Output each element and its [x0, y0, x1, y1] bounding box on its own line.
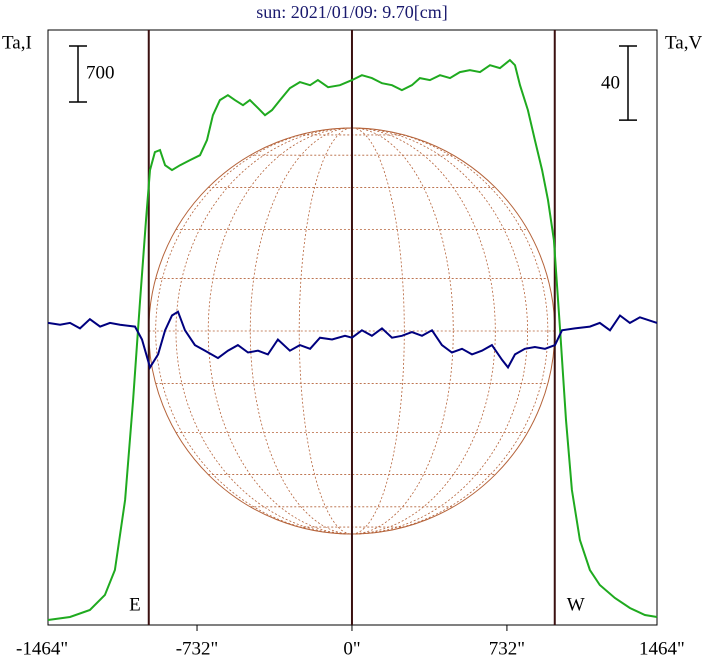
scale-bar-label: 700 [86, 62, 115, 83]
scale-bar-label: 40 [601, 72, 620, 93]
chart-title: sun: 2021/01/09: 9.70[cm] [256, 2, 448, 22]
y2-axis-label: Ta,V [665, 32, 702, 53]
series-line [47, 58, 658, 621]
y-axis-label: Ta,I [2, 32, 32, 53]
limb-label: W [567, 594, 585, 615]
x-tick-label: 732" [489, 638, 525, 659]
meridian [207, 127, 496, 535]
x-tick-label: -1464" [16, 638, 68, 659]
meridian [298, 127, 405, 535]
x-tick-label: -732" [176, 638, 219, 659]
x-tick-label: 1464" [639, 638, 685, 659]
limb-label: E [129, 594, 141, 615]
x-tick-label: 0" [343, 638, 360, 659]
series-line [47, 310, 658, 370]
